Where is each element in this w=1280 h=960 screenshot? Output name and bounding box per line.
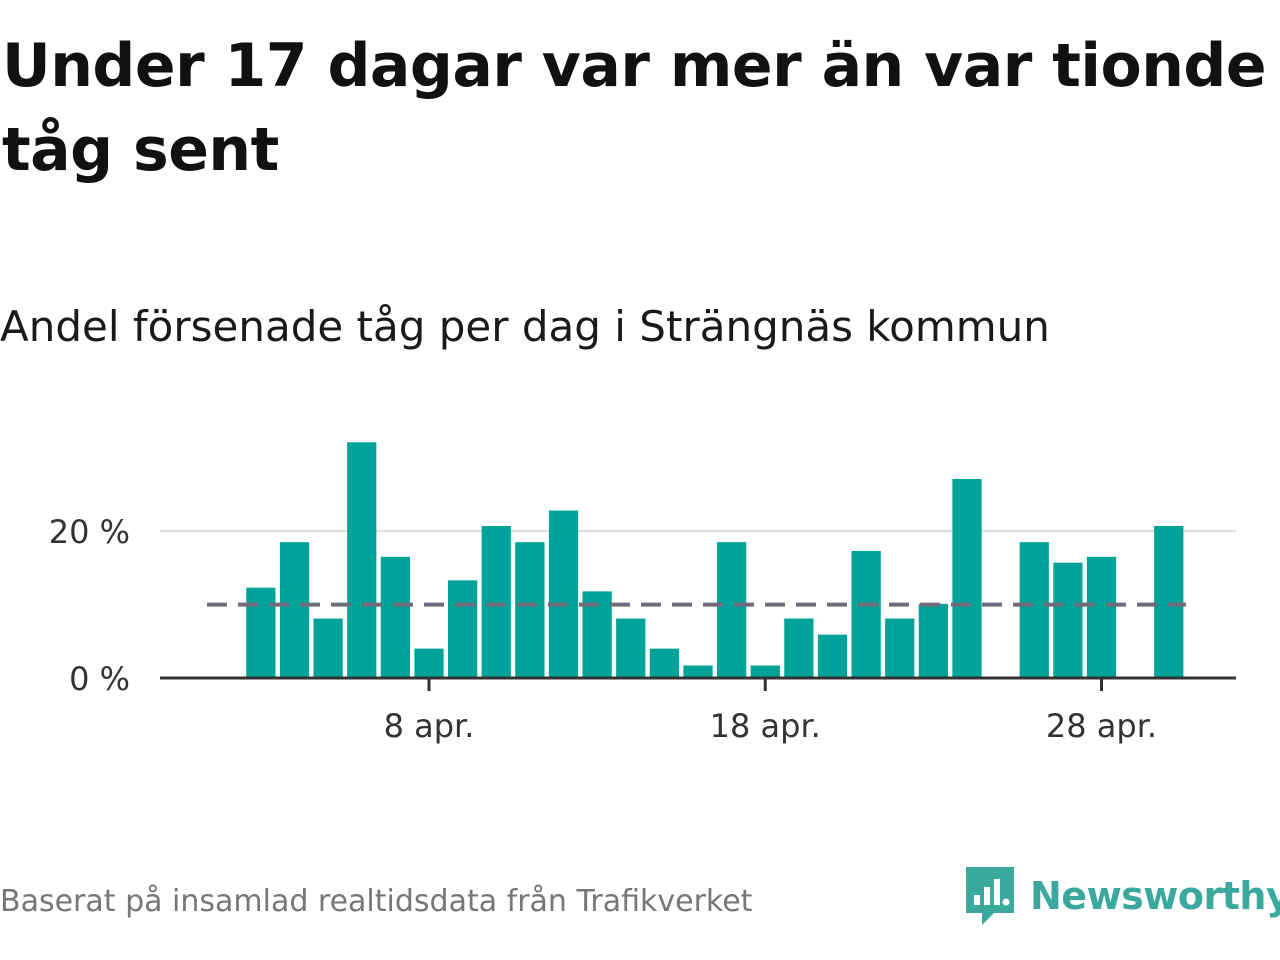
x-tick-label: 18 apr. bbox=[710, 707, 821, 745]
bar bbox=[750, 665, 780, 678]
brand-name: Newsworthy bbox=[1030, 874, 1280, 918]
bar bbox=[279, 542, 310, 678]
source-footer: Baserat på insamlad realtidsdata från Tr… bbox=[0, 884, 753, 919]
bar bbox=[683, 665, 713, 678]
x-axis bbox=[160, 676, 1236, 691]
bar bbox=[246, 587, 276, 678]
bar bbox=[414, 648, 444, 678]
bar bbox=[817, 634, 848, 678]
bar bbox=[1086, 556, 1117, 678]
x-tick-label: 8 apr. bbox=[384, 707, 475, 745]
bar bbox=[649, 648, 680, 678]
bar bbox=[447, 580, 478, 678]
bar bbox=[885, 618, 915, 678]
bar bbox=[784, 618, 814, 678]
chart-subtitle: Andel försenade tåg per dag i Strängnäs … bbox=[0, 302, 1050, 351]
x-tick-label: 28 apr. bbox=[1046, 707, 1157, 745]
bar bbox=[851, 550, 881, 678]
y-tick-label: 20 % bbox=[49, 513, 130, 551]
chart-title: Under 17 dagar var mer än var tionde tåg… bbox=[2, 31, 1267, 185]
bar bbox=[1053, 562, 1083, 678]
bar bbox=[918, 603, 949, 678]
bar bbox=[952, 479, 982, 678]
newsworthy-brand: Newsworthy bbox=[964, 864, 1280, 928]
bar bbox=[616, 618, 646, 678]
bar bbox=[1019, 542, 1049, 678]
x-axis-labels: 8 apr. 18 apr. 28 apr. bbox=[384, 707, 1158, 745]
y-axis-labels: 0 % 20 % bbox=[49, 513, 130, 698]
bar bbox=[313, 618, 343, 678]
bar bbox=[1154, 526, 1184, 678]
y-tick-label: 0 % bbox=[69, 660, 130, 698]
bars bbox=[246, 442, 1184, 678]
bar bbox=[380, 556, 411, 678]
bar bbox=[548, 510, 579, 678]
bar bbox=[515, 542, 545, 678]
bar bbox=[481, 526, 511, 678]
bar-chart: 0 % 20 % 8 apr. 18 apr. 28 apr. bbox=[49, 442, 1236, 745]
bar bbox=[716, 542, 747, 678]
bar bbox=[347, 442, 377, 678]
newsworthy-logo-icon bbox=[966, 867, 1014, 925]
